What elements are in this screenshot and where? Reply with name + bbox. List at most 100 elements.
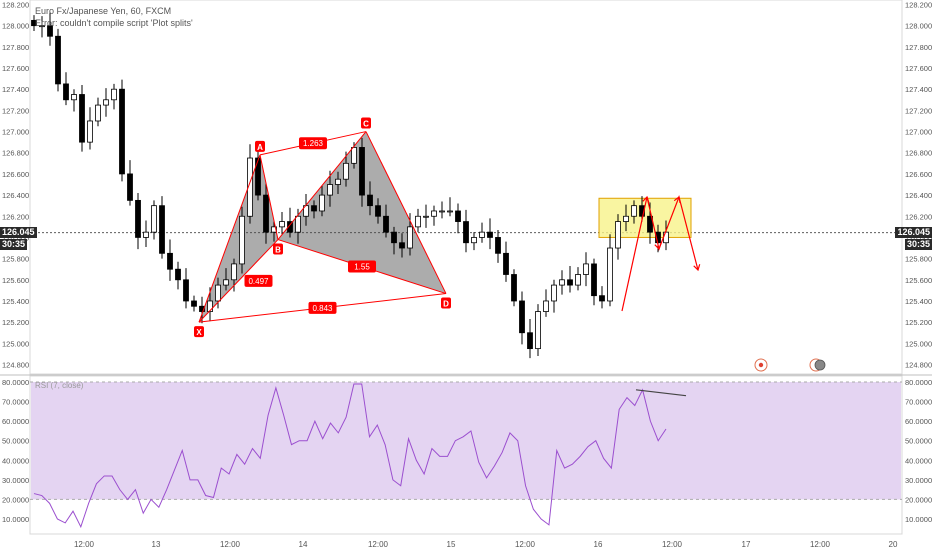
ratio-label-3: 0.843 (312, 304, 333, 313)
event-marker-1-dot (758, 362, 764, 368)
candle-body-35 (311, 205, 317, 212)
candle-body-60 (511, 274, 517, 302)
candle-body-27 (247, 157, 253, 217)
candle-body-68 (575, 274, 581, 286)
candle-body-33 (295, 215, 301, 233)
candle-body-58 (495, 237, 501, 254)
rsi-y-tick-right-2: 60.0000 (905, 417, 932, 426)
y-tick-right-9: 126.400 (905, 191, 932, 200)
pattern-line-ab (259, 154, 279, 240)
x-tick-9: 17 (742, 540, 751, 549)
arrow-head-up-2 (673, 195, 681, 204)
y-tick-left-2: 127.800 (2, 43, 29, 52)
candle-body-36 (319, 194, 325, 212)
y-tick-left-13: 125.600 (2, 276, 29, 285)
price-pane-border (29, 0, 903, 375)
candle-body-75 (631, 205, 637, 217)
event-marker-3 (814, 359, 826, 371)
candle-body-29 (263, 194, 269, 233)
candle-body-18 (175, 268, 181, 281)
y-tick-right-17: 124.800 (905, 361, 932, 370)
y-tick-left-14: 125.400 (2, 297, 29, 306)
rsi-y-tick-left-4: 40.0000 (2, 456, 29, 465)
rsi-y-tick-left-0: 80.0000 (2, 378, 29, 387)
rsi-y-tick-right-4: 40.0000 (905, 456, 932, 465)
y-tick-left-9: 126.400 (2, 191, 29, 200)
arrow-head-down-1 (654, 243, 662, 251)
candle-body-11 (119, 88, 125, 175)
x-tick-0: 12:00 (74, 540, 95, 549)
rsi-y-tick-right-7: 10.0000 (905, 515, 932, 524)
candle-body-49 (423, 215, 429, 218)
candle-body-59 (503, 252, 509, 275)
rsi-y-tick-left-6: 20.0000 (2, 495, 29, 504)
y-tick-right-8: 126.600 (905, 170, 932, 179)
candle-body-2 (47, 25, 53, 37)
x-tick-10: 12:00 (810, 540, 831, 549)
rsi-pane-border (29, 375, 903, 535)
pattern-point-b: B (275, 246, 281, 255)
candle-body-67 (567, 279, 573, 286)
pattern-line-xb (198, 239, 279, 323)
y-tick-right-6: 127.000 (905, 128, 932, 137)
candle-body-12 (127, 173, 133, 201)
rsi-y-tick-right-1: 70.0000 (905, 398, 932, 407)
candle-body-71 (599, 295, 605, 302)
candle-body-5 (71, 94, 77, 101)
y-tick-left-8: 126.600 (2, 170, 29, 179)
candle-body-56 (479, 231, 485, 238)
candle-body-51 (439, 210, 445, 213)
candle-body-16 (159, 205, 165, 254)
rsi-y-tick-left-2: 60.0000 (2, 417, 29, 426)
candle-body-46 (399, 242, 405, 249)
candle-body-42 (367, 194, 373, 207)
candle-body-53 (455, 210, 461, 222)
script-error-message: Error: couldn't compile script 'Plot spl… (35, 18, 193, 28)
rsi-divergence-line (635, 389, 687, 397)
candle-body-7 (87, 120, 93, 143)
candle-body-10 (111, 88, 117, 101)
candle-body-0 (31, 19, 37, 27)
y-tick-left-12: 125.800 (2, 255, 29, 264)
pattern-line-xa (198, 154, 261, 323)
candle-body-63 (535, 311, 541, 350)
candle-body-65 (551, 284, 557, 302)
candle-body-40 (351, 147, 357, 164)
rsi-y-tick-left-7: 10.0000 (2, 515, 29, 524)
pattern-point-c: C (363, 120, 369, 129)
candle-body-13 (135, 199, 141, 238)
y-tick-left-0: 128.200 (2, 1, 29, 10)
candle-body-52 (447, 210, 453, 213)
candle-body-41 (359, 147, 365, 196)
candle-body-64 (543, 300, 549, 312)
candle-body-17 (167, 252, 173, 270)
rsi-indicator-label[interactable]: RSI (7, close) (35, 381, 84, 390)
pattern-point-d: D (443, 300, 449, 309)
pattern-line-bc (277, 131, 367, 240)
candle-body-23 (215, 284, 221, 302)
pattern-point-c-box (361, 117, 371, 129)
candle-body-39 (343, 162, 349, 180)
candle-body-14 (143, 231, 149, 238)
candle-body-30 (271, 226, 277, 233)
rsi-band (31, 382, 901, 500)
candle-body-74 (623, 215, 629, 222)
pattern-point-d-box (441, 297, 451, 309)
last-price-badge-right: 126.045 (895, 227, 932, 238)
candle-body-43 (375, 205, 381, 217)
y-tick-left-7: 126.800 (2, 149, 29, 158)
candle-body-21 (199, 305, 205, 312)
rsi-y-tick-right-5: 30.0000 (905, 476, 932, 485)
symbol-title: Euro Fx/Japanese Yen, 60, FXCM (35, 6, 172, 16)
y-tick-right-0: 128.200 (905, 1, 932, 10)
y-tick-right-3: 127.600 (905, 64, 932, 73)
ratio-box-2 (348, 260, 376, 273)
x-tick-11: 20 (889, 540, 898, 549)
y-tick-left-4: 127.400 (2, 85, 29, 94)
rsi-y-tick-left-1: 70.0000 (2, 398, 29, 407)
candle-body-57 (487, 231, 493, 238)
arrow-head-up-1 (642, 195, 650, 203)
candle-body-48 (415, 215, 421, 228)
